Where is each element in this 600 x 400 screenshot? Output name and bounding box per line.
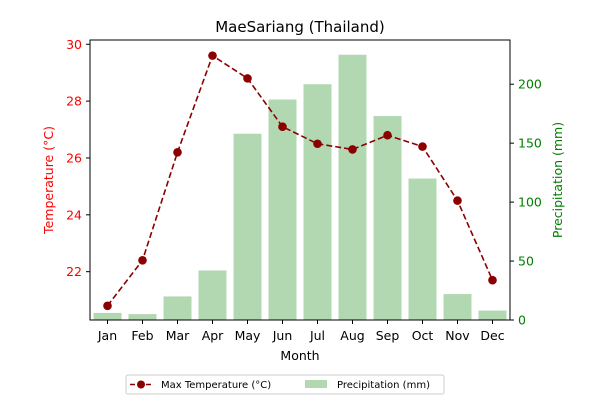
x-tick-label: Mar — [166, 328, 190, 343]
precipitation-bar-may — [233, 133, 262, 320]
plot-frame — [89, 39, 511, 321]
precipitation-bar-aug — [338, 54, 367, 320]
temperature-point-may — [243, 74, 252, 83]
temperature-point-oct — [418, 142, 427, 151]
temperature-point-sep — [383, 130, 392, 140]
legend-label-precipitation: Precipitation (mm) — [337, 380, 430, 391]
right-tick-label: 50 — [518, 254, 534, 269]
x-tick-label: Apr — [202, 328, 224, 343]
temperature-point-apr — [208, 51, 217, 60]
precipitation-bar-oct — [408, 178, 437, 320]
left-tick-label: 24 — [66, 207, 82, 222]
x-tick-label: Nov — [445, 328, 470, 343]
legend: Max Temperature (°C) Precipitation (mm) — [125, 374, 445, 395]
precipitation-bar-apr — [198, 270, 227, 320]
chart-title: MaeSariang (Thailand) — [215, 18, 385, 36]
precipitation-bar-sep — [373, 116, 402, 320]
temperature-point-jan — [103, 301, 112, 311]
legend-label-temperature: Max Temperature (°C) — [161, 380, 271, 391]
x-axis-label: Month — [280, 348, 319, 363]
temperature-point-aug — [348, 145, 357, 154]
precipitation-bar-jul — [303, 84, 332, 320]
right-axis-label: Precipitation (mm) — [550, 122, 565, 238]
precipitation-bar-jun — [268, 99, 297, 321]
x-tick-label: Aug — [340, 328, 364, 343]
temperature-point-nov — [453, 196, 462, 205]
precipitation-bar-jan — [93, 312, 122, 320]
x-tick-label: Oct — [412, 328, 434, 343]
temperature-point-mar — [173, 147, 182, 157]
right-tick-label: 150 — [518, 136, 542, 151]
x-tick-label: Jan — [97, 328, 117, 343]
x-tick-label: Sep — [376, 328, 400, 343]
left-tick-label: 26 — [66, 150, 82, 165]
precipitation-bars — [93, 54, 507, 321]
x-tick-label: Feb — [131, 328, 153, 343]
right-tick-label: 200 — [518, 77, 542, 92]
precipitation-bar-mar — [163, 296, 192, 320]
x-tick-label: May — [235, 328, 261, 343]
temperature-point-dec — [488, 275, 497, 285]
right-tick-label: 100 — [518, 195, 542, 210]
x-axis-ticks: Jan Feb Mar Apr May Jun Jul Aug Sep Oct Nov Dec — [97, 320, 505, 343]
temperature-point-jun — [278, 122, 287, 132]
left-tick-label: 22 — [66, 264, 82, 279]
precipitation-bar-dec — [478, 310, 507, 320]
precipitation-bar-feb — [128, 314, 157, 320]
left-axis-ticks: 22 24 26 28 30 — [66, 37, 90, 279]
right-tick-label: 0 — [518, 313, 526, 328]
temperature-series-line — [106, 54, 494, 307]
precipitation-bar-nov — [443, 294, 472, 320]
legend-bar-swatch — [305, 380, 327, 388]
temperature-line — [103, 51, 497, 311]
temperature-point-jul — [313, 139, 322, 149]
legend-box — [125, 374, 445, 395]
left-tick-label: 28 — [66, 94, 82, 109]
x-tick-label: Jul — [309, 328, 325, 343]
x-tick-label: Dec — [480, 328, 504, 343]
right-axis-ticks: 0 50 100 150 200 — [510, 77, 542, 328]
x-tick-label: Jun — [272, 328, 293, 343]
left-tick-label: 30 — [66, 37, 82, 52]
left-axis-label: Temperature (°C) — [41, 126, 56, 235]
temperature-point-feb — [138, 256, 147, 265]
legend-line-marker — [137, 380, 145, 389]
